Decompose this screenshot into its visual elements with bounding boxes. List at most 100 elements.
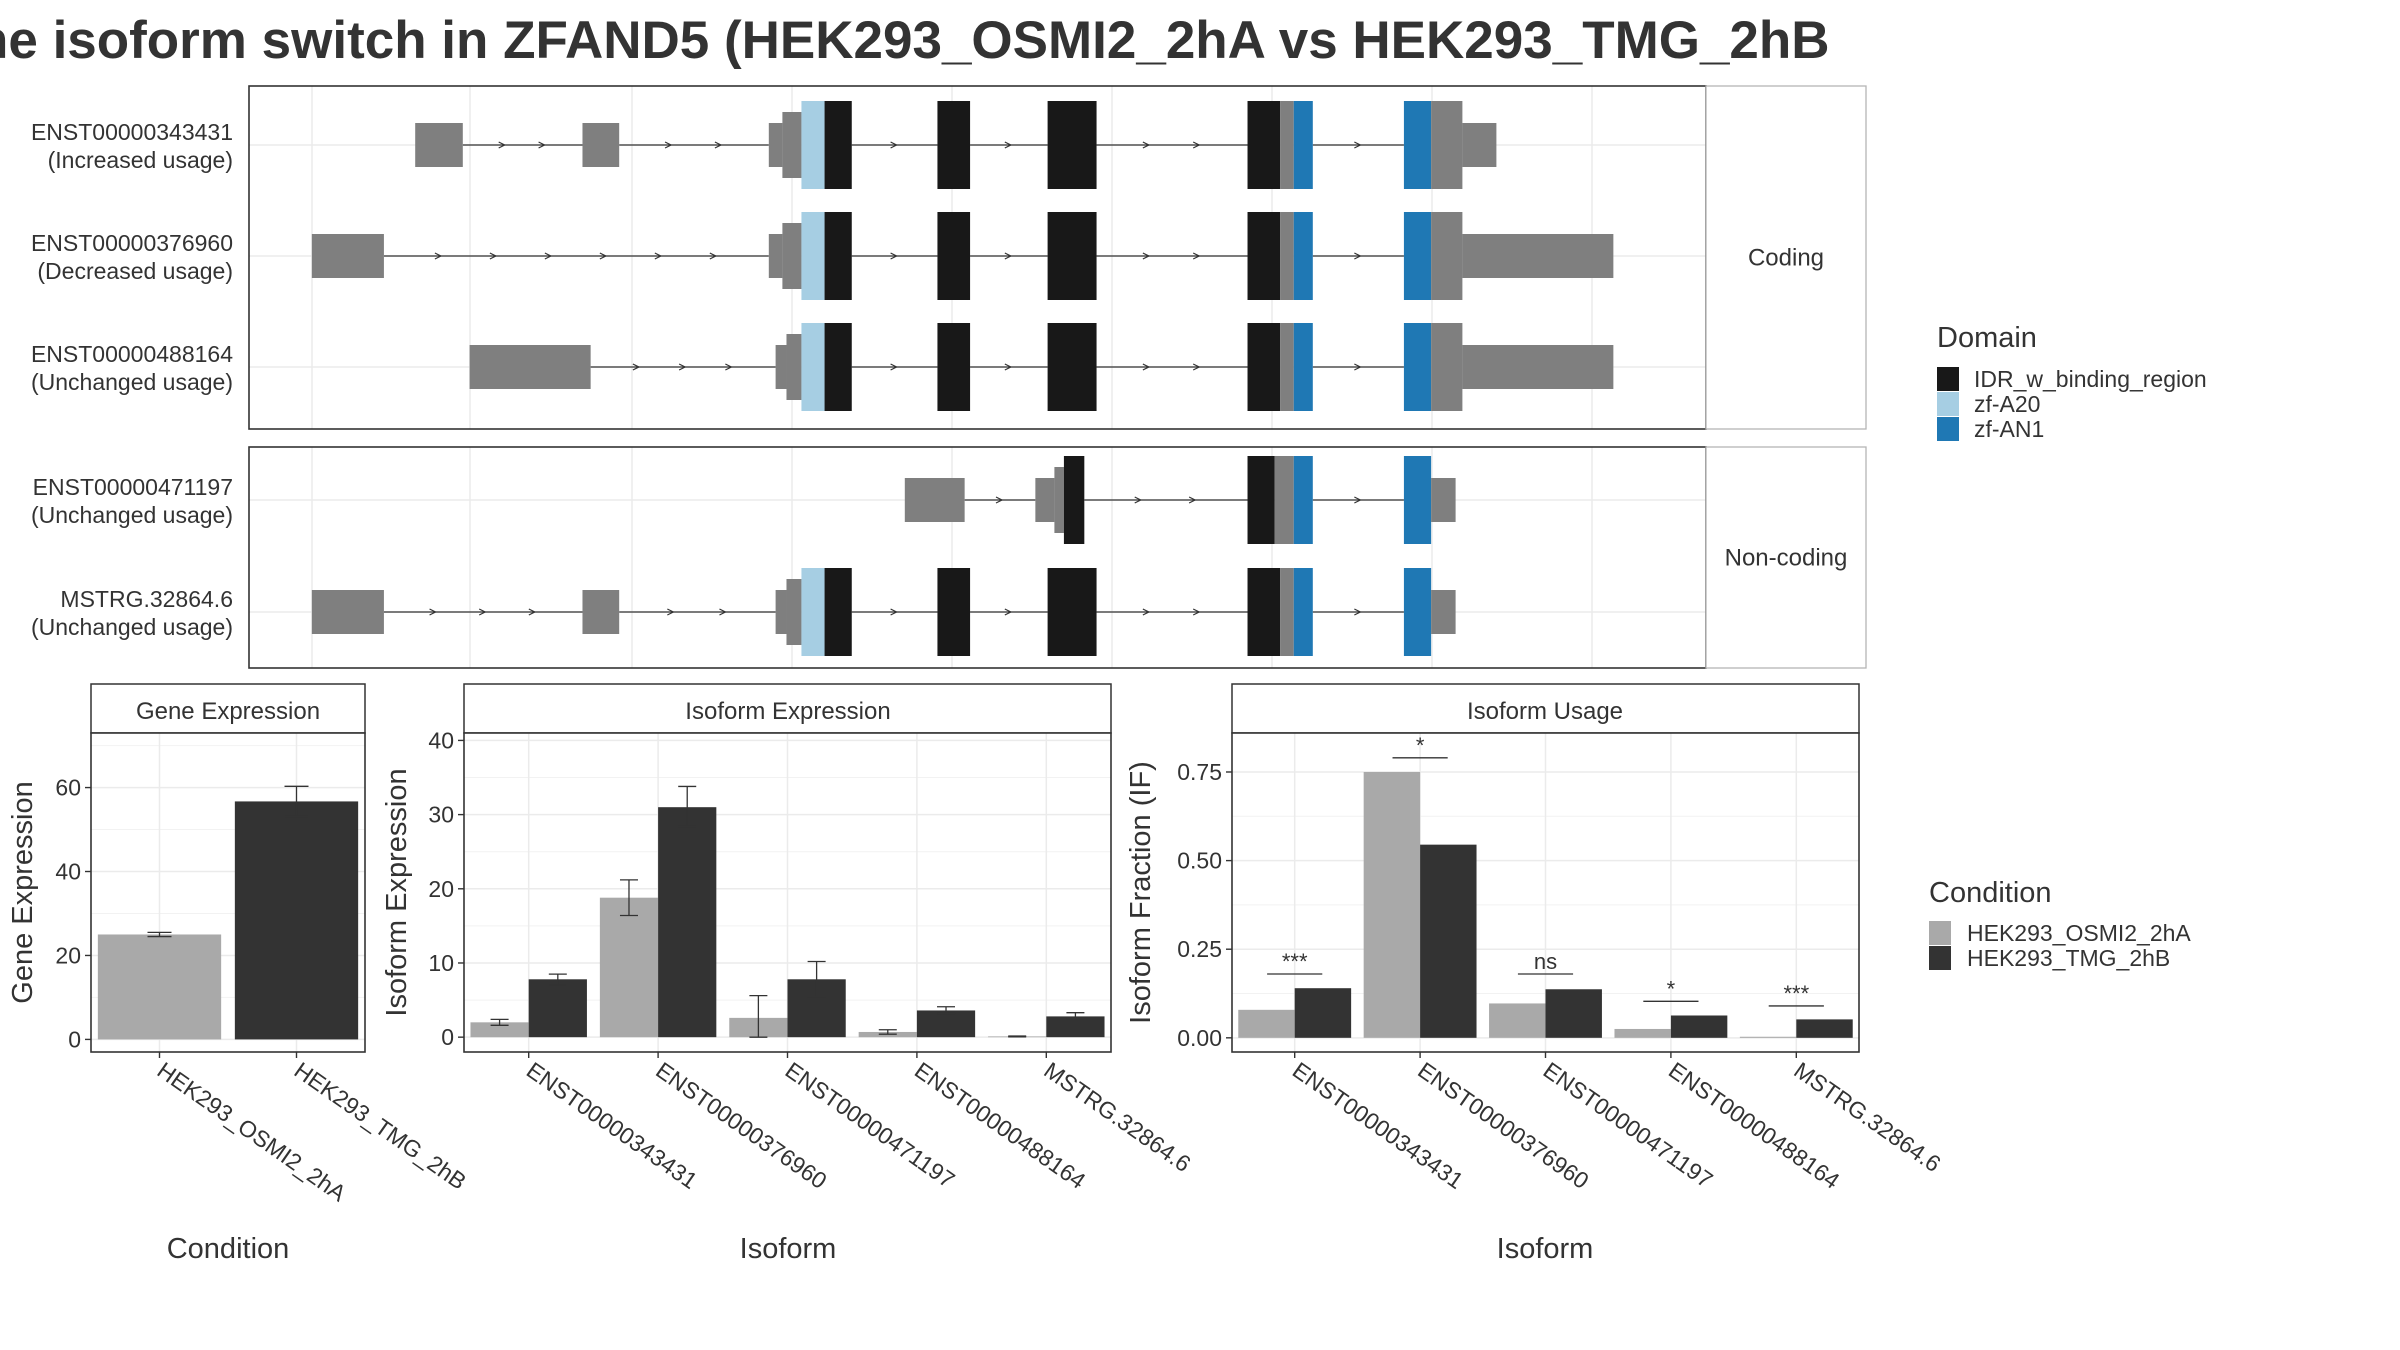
utr-exon [1462,345,1614,389]
transcript-usage-label: (Unchanged usage) [31,369,233,395]
intron-arrow [434,252,443,260]
panel-title: Gene Expression [136,698,320,725]
intron-arrow [599,252,608,260]
intron-arrow [1354,363,1362,371]
intron-arrow [1354,608,1362,616]
idr-domain [824,212,852,300]
domain-legend-label: zf-A20 [1974,391,2040,417]
bar [1420,844,1477,1038]
y-tick-label: 0 [441,1024,454,1050]
intron-arrow [995,496,1004,504]
zf-an1-domain [1403,101,1432,189]
y-tick-label: 60 [55,775,81,801]
zf-a20-domain [801,212,825,300]
intron-arrow [664,141,673,149]
x-axis-label: Isoform [740,1233,837,1265]
idr-domain [1047,212,1097,300]
y-tick-label: 0.25 [1177,936,1222,962]
bar [470,1022,529,1038]
zf-an1-domain [1293,456,1313,544]
y-tick-label: 0 [68,1026,81,1052]
transcript-structure-panel: ENST00000343431(Increased usage) ENST0000… [31,85,1867,669]
domain-legend-title: Domain [1937,322,2037,354]
y-tick-label: 20 [55,942,81,968]
zf-an1-domain [1293,101,1313,189]
intron-arrow [489,252,498,260]
transcript-id-label: ENST00000376960 [31,230,233,256]
intron-arrow [1142,363,1151,371]
utr-exon [1462,123,1497,167]
y-axis-label: Isoform Expression [381,768,413,1016]
bar [916,1010,976,1038]
utr-exon [582,590,620,634]
intron-arrow [678,363,687,371]
utr-exon [768,123,783,167]
intron-arrow [1004,363,1013,371]
significance-label: *** [1783,981,1809,1006]
condition-legend-title: Condition [1929,877,2052,909]
intron-arrow [890,252,898,260]
idr-domain [1047,568,1097,656]
bar [528,979,587,1038]
intron-arrow [890,141,898,149]
coding-exon [1280,323,1294,411]
domain-legend-label: zf-AN1 [1974,416,2044,442]
panel-title-strip [1231,683,1860,734]
domain-legend-swatch [1937,367,1959,391]
intron-arrow [1004,141,1013,149]
transcript-id-label: ENST00000343431 [31,119,233,145]
intron-arrow [544,252,553,260]
y-tick-label: 0.75 [1177,759,1222,785]
transcript-id-label: ENST00000488164 [31,341,233,367]
y-tick-label: 40 [55,859,81,885]
utr-exon [469,345,591,389]
facet-strip-label: Non-coding [1725,545,1848,572]
intron-arrow [654,252,663,260]
utr-exon [782,112,802,178]
intron-arrow [538,141,546,149]
bar [1796,1019,1853,1038]
idr-domain [937,101,971,189]
bar [234,801,359,1040]
panel-title: Isoform Expression [685,698,890,725]
utr-exon [1035,478,1055,522]
intron-arrow [1142,252,1151,260]
intron-arrow [1188,496,1197,504]
figure-title: he isoform switch in ZFAND5 (HEK293_OSMI… [0,11,1830,70]
utr-exon [1462,234,1614,278]
intron-arrow [632,363,641,371]
zf-an1-domain [1403,568,1432,656]
coding-exon [1274,456,1294,544]
utr-exon [1054,467,1064,533]
bar [658,807,717,1038]
intron-arrow [719,608,727,616]
intron-arrow [1354,496,1362,504]
intron-arrow [1192,608,1201,616]
significance-label: * [1416,733,1425,758]
utr-exon [786,334,802,400]
intron-arrow [709,252,718,260]
coding-exon [1280,101,1294,189]
zf-an1-domain [1403,212,1432,300]
bar [1545,989,1602,1038]
facet-strip-label: Coding [1748,245,1824,272]
intron-arrow [714,141,723,149]
utr-exon [311,590,384,634]
x-axis-label: Isoform [1497,1233,1594,1265]
transcript-facet-panel [249,447,1706,668]
idr-domain [1247,323,1281,411]
utr-exon [775,590,787,634]
transcript-id-label: ENST00000471197 [33,474,233,500]
zf-a20-domain [801,568,825,656]
idr-domain [1247,456,1275,544]
utr-exon [582,123,620,167]
idr-domain [937,212,971,300]
intron-arrow [1192,363,1201,371]
intron-arrow [1134,496,1143,504]
bar [599,897,659,1038]
idr-domain [1247,212,1281,300]
idr-domain [824,568,852,656]
utr-exon [415,123,463,167]
